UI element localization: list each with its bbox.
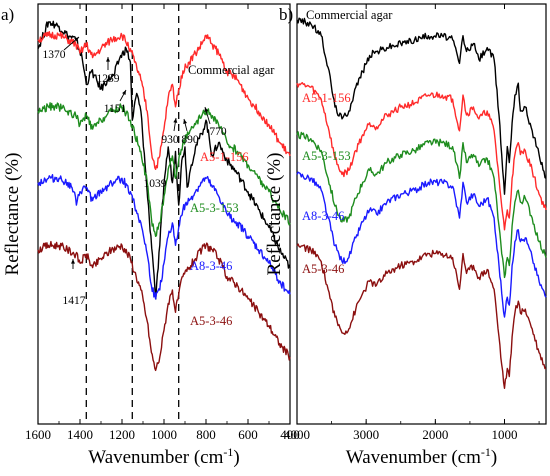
x-tick-label: 800 bbox=[196, 427, 216, 442]
x-tick-label: 1400 bbox=[67, 427, 93, 442]
panel-label: a) bbox=[1, 5, 14, 24]
annotation-arrowhead bbox=[74, 37, 79, 42]
annotation-label-1417: 1417 bbox=[63, 295, 86, 307]
series-label-a8-3-46: A8-3-46 bbox=[190, 259, 232, 273]
series-label-a5-3-153: A5-3-153 bbox=[302, 149, 351, 163]
x-tick-label: 1000 bbox=[151, 427, 177, 442]
annotation-arrowhead bbox=[173, 118, 178, 123]
panel-b: 4000 3000 2000 1000 Wavenumber (cm-1) Reflect… bbox=[264, 3, 547, 468]
annotation-arrowhead bbox=[71, 259, 75, 264]
panel-label: b) bbox=[279, 5, 293, 24]
y-axis-title: Reflectance (%) bbox=[2, 153, 23, 276]
series-line-commercial-agar bbox=[296, 17, 547, 195]
series-label-a5-3-153: A5-3-153 bbox=[190, 201, 239, 215]
annotation-arrowhead bbox=[106, 57, 110, 62]
series-line-a5-3-153 bbox=[296, 131, 547, 279]
annotation-label-930: 930 bbox=[161, 134, 179, 146]
series-line-a8-3-46 bbox=[296, 171, 547, 318]
annotation-label-1239: 1239 bbox=[97, 73, 120, 85]
series-label-commercial-agar: Commercial agar bbox=[188, 63, 275, 77]
x-tick-label: 600 bbox=[238, 427, 258, 442]
x-axis-title: Wavenumber (cm-1) bbox=[346, 445, 497, 468]
annotation-arrowhead bbox=[122, 90, 126, 95]
x-tick-label: 1200 bbox=[109, 427, 135, 442]
series-line-a5-1-156 bbox=[37, 31, 291, 170]
series-label-a5-3-46: A5-3-46 bbox=[302, 262, 344, 276]
series-line-a5-3-46 bbox=[296, 243, 547, 389]
x-axis-title: Wavenumber (cm-1) bbox=[88, 445, 239, 468]
series-label-a8-3-46: A8-3-46 bbox=[302, 209, 344, 223]
x-tick-label: 2000 bbox=[422, 427, 448, 442]
annotation-label-1151: 1151 bbox=[104, 103, 127, 115]
y-axis-title: Reflectance (%) bbox=[264, 153, 285, 276]
annotation-label-1039: 1039 bbox=[144, 178, 167, 190]
series-line-a8-3-46 bbox=[37, 174, 291, 300]
x-tick-label: 1600 bbox=[25, 427, 51, 442]
x-tick-label: 3000 bbox=[353, 427, 379, 442]
series-label-a5-3-46: A5-3-46 bbox=[190, 314, 232, 328]
annotation-label-890: 890 bbox=[181, 134, 199, 146]
x-tick-label: 400 bbox=[280, 427, 300, 442]
x-tick-label: 1000 bbox=[492, 427, 518, 442]
annotation-label-1370: 1370 bbox=[43, 49, 66, 61]
series-line-a5-3-46 bbox=[37, 240, 291, 372]
x-tick-label: 4000 bbox=[284, 427, 310, 442]
series-label-a5-1-156: A5-1-156 bbox=[302, 91, 351, 105]
annotation-label-770: 770 bbox=[209, 126, 227, 138]
annotation-arrowhead bbox=[204, 107, 209, 112]
series-line-a5-1-156 bbox=[296, 82, 547, 231]
annotation-arrowhead bbox=[183, 119, 188, 124]
series-label-commercial-agar: Commercial agar bbox=[306, 8, 393, 22]
panel-a: 1600 1400 1200 1000 800 600 400 Wavenumber (cm-… bbox=[1, 3, 300, 468]
plot-frame bbox=[296, 3, 547, 425]
series-line-a5-3-153 bbox=[37, 102, 291, 237]
series-label-a5-1-156: A5-1-156 bbox=[200, 150, 249, 164]
